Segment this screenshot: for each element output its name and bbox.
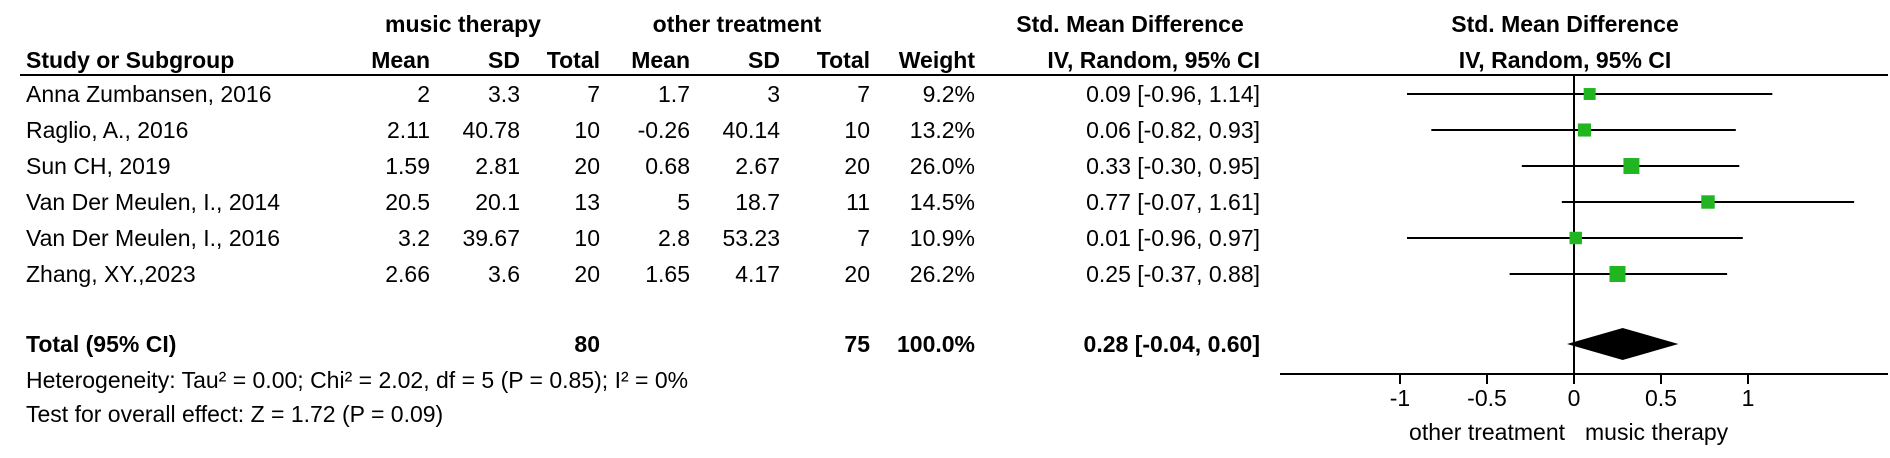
effect-square <box>1583 88 1596 100</box>
cell-total1: 10 <box>574 225 600 251</box>
cell-ci-text: 0.25 [-0.37, 0.88] <box>1086 261 1260 287</box>
cell-sd2: 18.7 <box>735 189 780 215</box>
cell-name: Anna Zumbansen, 2016 <box>26 81 272 107</box>
cell-name: Zhang, XY.,2023 <box>26 261 196 287</box>
col-header-mean2: Mean <box>631 47 690 73</box>
cell-sd2: 3 <box>767 81 780 107</box>
col-header-sd2: SD <box>748 47 780 73</box>
cell-weight: 9.2% <box>922 81 975 107</box>
col-header-weight: Weight <box>898 47 975 73</box>
cell-sd1: 3.3 <box>488 81 520 107</box>
total-label: Total (95% CI) <box>26 331 177 357</box>
x-tick-label: -1 <box>1389 385 1411 411</box>
cell-mean1: 3.2 <box>398 225 430 251</box>
cell-total2: 10 <box>844 117 870 143</box>
x-tick-label: 0.5 <box>1645 385 1677 411</box>
cell-sd1: 40.78 <box>462 117 520 143</box>
cell-total1: 7 <box>587 81 600 107</box>
effect-square <box>1609 266 1626 282</box>
axis-label-right: music therapy <box>1585 419 1729 445</box>
x-tick-label: 1 <box>1741 385 1755 411</box>
cell-ci-text: 0.01 [-0.96, 0.97] <box>1086 225 1260 251</box>
col-header-ci-plot: IV, Random, 95% CI <box>1458 47 1672 73</box>
cell-weight: 14.5% <box>909 189 975 215</box>
cell-sd1: 3.6 <box>488 261 520 287</box>
effect-square <box>1701 195 1715 209</box>
cell-mean1: 2.66 <box>385 261 430 287</box>
cell-sd2: 40.14 <box>722 117 780 143</box>
cell-mean2: 0.68 <box>645 153 690 179</box>
total-n-music-therapy: 80 <box>574 331 600 357</box>
x-tick-label: 0 <box>1567 385 1581 411</box>
cell-mean2: 2.8 <box>658 225 690 251</box>
total-weight: 100.0% <box>896 331 975 357</box>
col-header-ci-table: IV, Random, 95% CI <box>1047 47 1260 73</box>
cell-total1: 13 <box>574 189 600 215</box>
group-header-music-therapy: music therapy <box>385 11 541 37</box>
col-header-total2: Total <box>816 47 870 73</box>
cell-mean2: 1.65 <box>645 261 690 287</box>
cell-weight: 13.2% <box>909 117 975 143</box>
header-rule <box>20 74 1888 76</box>
overall-effect-text: Test for overall effect: Z = 1.72 (P = 0… <box>26 401 444 427</box>
cell-weight: 26.2% <box>909 261 975 287</box>
x-tick-label: -0.5 <box>1467 385 1507 411</box>
axis-label-left: other treatment <box>1409 419 1565 445</box>
group-header-smd-table: Std. Mean Difference <box>1016 11 1244 37</box>
cell-sd1: 20.1 <box>475 189 520 215</box>
group-header-smd-plot: Std. Mean Difference <box>1451 11 1679 37</box>
cell-total1: 20 <box>574 261 600 287</box>
effect-square <box>1569 231 1582 245</box>
cell-sd2: 2.67 <box>735 153 780 179</box>
cell-ci-text: 0.06 [-0.82, 0.93] <box>1086 117 1260 143</box>
cell-ci-text: 0.33 [-0.30, 0.95] <box>1086 153 1260 179</box>
total-n-other-treatment: 75 <box>844 331 870 357</box>
cell-total2: 7 <box>857 225 870 251</box>
cell-total1: 20 <box>574 153 600 179</box>
cell-mean1: 20.5 <box>385 189 430 215</box>
col-header-study: Study or Subgroup <box>26 47 235 73</box>
cell-total2: 20 <box>844 153 870 179</box>
cell-sd1: 39.67 <box>462 225 520 251</box>
col-header-mean1: Mean <box>371 47 430 73</box>
cell-sd2: 53.23 <box>722 225 780 251</box>
cell-name: Van Der Meulen, I., 2016 <box>26 225 280 251</box>
effect-square <box>1623 158 1640 174</box>
cell-sd2: 4.17 <box>735 261 780 287</box>
cell-total2: 20 <box>844 261 870 287</box>
cell-name: Sun CH, 2019 <box>26 153 171 179</box>
cell-name: Van Der Meulen, I., 2014 <box>26 189 280 215</box>
group-header-other-treatment: other treatment <box>652 11 822 37</box>
cell-total2: 11 <box>846 189 870 215</box>
col-header-sd1: SD <box>488 47 520 73</box>
cell-mean1: 1.59 <box>385 153 430 179</box>
cell-ci-text: 0.77 [-0.07, 1.61] <box>1086 189 1260 215</box>
cell-weight: 26.0% <box>909 153 975 179</box>
cell-mean2: 1.7 <box>658 81 690 107</box>
cell-mean1: 2.11 <box>386 117 430 143</box>
cell-ci-text: 0.09 [-0.96, 1.14] <box>1086 81 1260 107</box>
cell-mean2: -0.26 <box>637 117 690 143</box>
cell-mean1: 2 <box>417 81 430 107</box>
cell-total1: 10 <box>574 117 600 143</box>
cell-name: Raglio, A., 2016 <box>26 117 189 143</box>
total-ci: 0.28 [-0.04, 0.60] <box>1083 331 1260 357</box>
pooled-diamond <box>1567 328 1679 360</box>
effect-square <box>1577 123 1591 137</box>
col-header-total1: Total <box>546 47 600 73</box>
cell-total2: 7 <box>857 81 870 107</box>
cell-weight: 10.9% <box>909 225 975 251</box>
cell-sd1: 2.81 <box>475 153 520 179</box>
heterogeneity-text: Heterogeneity: Tau² = 0.00; Chi² = 2.02,… <box>26 367 689 393</box>
cell-mean2: 5 <box>677 189 690 215</box>
